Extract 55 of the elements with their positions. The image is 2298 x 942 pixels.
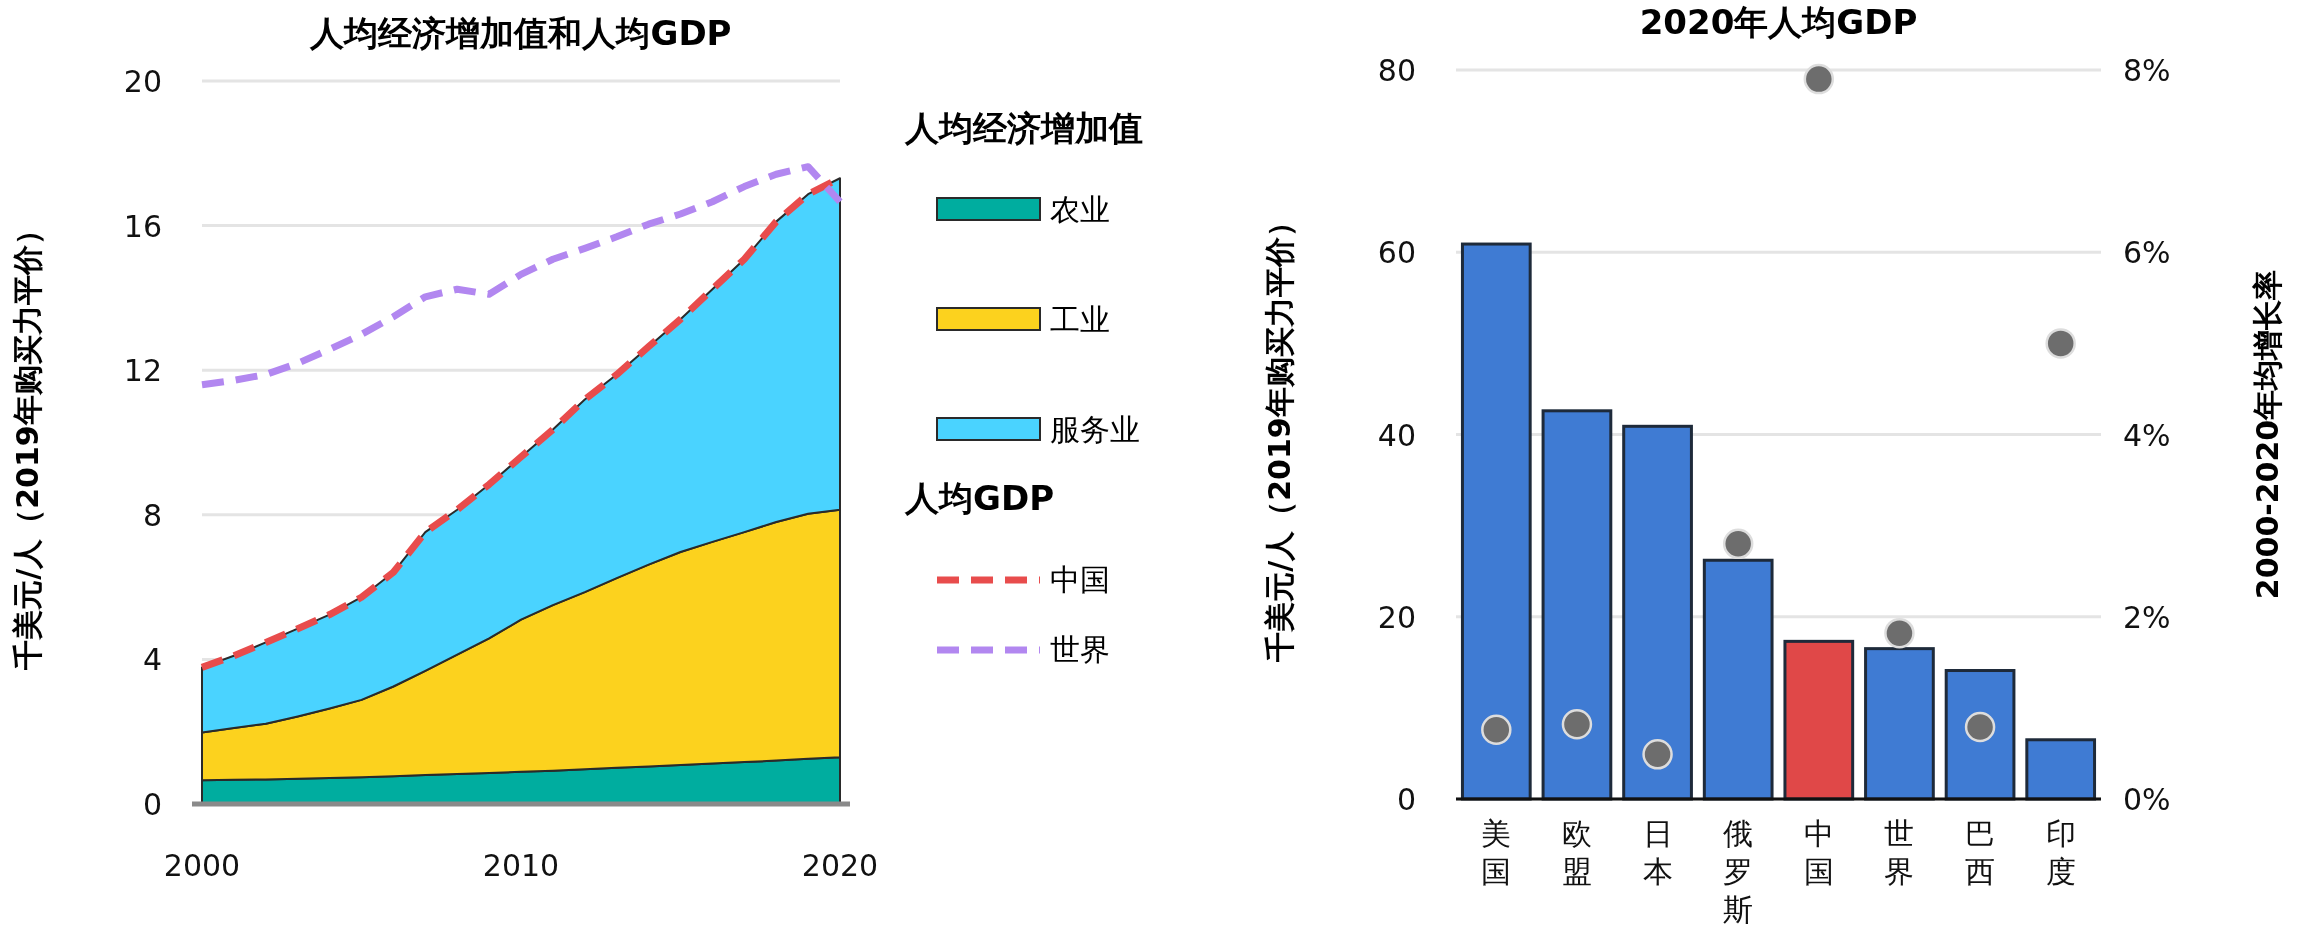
point bbox=[1964, 711, 1996, 743]
point bbox=[1481, 714, 1512, 745]
y-axis-title: 千美元/人（2019年购买力平价） bbox=[1262, 207, 1297, 663]
legend-label: 中国 bbox=[1050, 562, 1110, 597]
y-axis-title: 千美元/人（2019年购买力平价） bbox=[10, 215, 45, 671]
bar bbox=[1622, 424, 1693, 801]
x-tick-label: 2010 bbox=[482, 848, 560, 883]
point bbox=[1803, 63, 1835, 95]
bar bbox=[1864, 647, 1935, 801]
y2-tick-label: 2% bbox=[2123, 599, 2171, 635]
bar bbox=[1702, 558, 1774, 801]
y-tick-label: 8 bbox=[142, 497, 162, 533]
chart-title: 2020年人均GDP bbox=[1639, 2, 1918, 42]
legend-label: 世界 bbox=[1050, 632, 1110, 667]
bar bbox=[2025, 738, 2097, 801]
x-tick-label: 美国 bbox=[1481, 816, 1512, 889]
bar bbox=[1783, 639, 1855, 801]
x-tick-label: 日本 bbox=[1642, 816, 1673, 889]
x-tick-label: 欧盟 bbox=[1561, 816, 1592, 889]
bar bbox=[1541, 409, 1613, 801]
point bbox=[2045, 328, 2076, 359]
point bbox=[1884, 617, 1915, 649]
y2-tick-label: 0% bbox=[2123, 782, 2171, 817]
y-tick-label: 60 bbox=[1377, 235, 1416, 271]
x-tick-label: 巴西 bbox=[1965, 816, 1996, 889]
y2-tick-label: 6% bbox=[2123, 235, 2171, 271]
bar bbox=[1944, 669, 2016, 801]
y2-tick-label: 8% bbox=[2123, 53, 2171, 88]
y-tick-label: 80 bbox=[1377, 53, 1416, 88]
y-tick-label: 0 bbox=[142, 787, 162, 822]
y-tick-label: 12 bbox=[123, 353, 162, 389]
text: 人均GDP bbox=[904, 478, 1055, 518]
y-tick-label: 20 bbox=[123, 64, 162, 99]
y-tick-label: 40 bbox=[1377, 417, 1416, 453]
point bbox=[1722, 528, 1754, 560]
legend-label: 农业 bbox=[1050, 192, 1110, 227]
x-tick-label: 俄罗斯 bbox=[1723, 816, 1754, 927]
y2-tick-label: 4% bbox=[2123, 417, 2171, 453]
x-tick-label: 中国 bbox=[1803, 816, 1834, 889]
chart-title: 人均经济增加值和人均GDP bbox=[309, 13, 732, 53]
x-tick-label: 2020 bbox=[801, 848, 879, 883]
x-tick-label: 世界 bbox=[1884, 816, 1915, 889]
x-tick-label: 2000 bbox=[163, 848, 241, 883]
y-tick-label: 20 bbox=[1377, 599, 1416, 635]
y2-axis-title: 2000-2020年均增长率 bbox=[2250, 269, 2285, 600]
y-tick-label: 0 bbox=[1396, 782, 1416, 817]
point bbox=[1561, 709, 1593, 740]
x-tick-label: 印度 bbox=[2045, 816, 2076, 889]
legend-label: 服务业 bbox=[1050, 412, 1140, 447]
bar bbox=[1460, 242, 1532, 801]
point bbox=[1642, 739, 1673, 770]
legend-title: 人均经济增加值 bbox=[904, 108, 1143, 148]
legend-label: 工业 bbox=[1050, 302, 1110, 337]
y-tick-label: 16 bbox=[123, 208, 162, 244]
y-tick-label: 4 bbox=[142, 642, 162, 678]
